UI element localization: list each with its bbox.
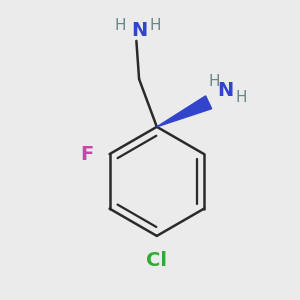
Polygon shape <box>157 96 212 127</box>
Text: H: H <box>208 74 220 88</box>
Text: H: H <box>236 90 247 105</box>
Text: H: H <box>114 18 126 33</box>
Text: N: N <box>131 20 147 40</box>
Text: N: N <box>217 80 233 100</box>
Text: H: H <box>150 18 161 33</box>
Text: F: F <box>80 145 93 164</box>
Text: Cl: Cl <box>146 251 167 270</box>
